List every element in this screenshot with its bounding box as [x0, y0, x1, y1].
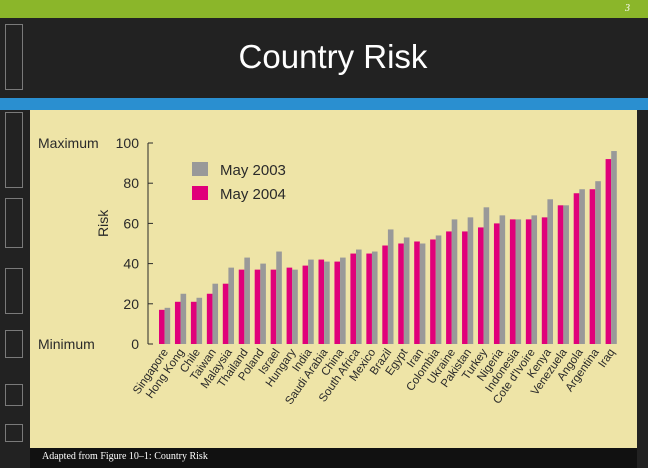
bar-may-2003: [499, 215, 506, 344]
bar-may-2003: [483, 207, 490, 344]
bar-may-2004: [446, 231, 452, 344]
bar-may-2004: [350, 253, 356, 344]
bar-may-2004: [366, 253, 372, 344]
bar-may-2003: [180, 293, 187, 344]
bar-may-2003: [356, 249, 362, 344]
decorative-frame: [5, 198, 23, 248]
bar-may-2003: [387, 229, 394, 344]
bar-may-2003: [340, 257, 346, 344]
decorative-frame: [5, 330, 23, 358]
bar-may-2003: [467, 217, 474, 344]
bar-may-2003: [371, 251, 378, 344]
bar-may-2004: [493, 223, 500, 344]
bar-may-2004: [557, 205, 564, 344]
bar-may-2004: [318, 259, 325, 344]
bar-may-2004: [302, 265, 309, 344]
bar-may-2004: [398, 243, 404, 344]
top-accent-strip: [0, 0, 648, 18]
bar-may-2003: [403, 237, 410, 344]
bar-may-2003: [595, 181, 601, 344]
axis-annotation: Maximum: [38, 135, 99, 151]
bar-may-2004: [430, 239, 436, 344]
bar-may-2004: [382, 245, 388, 344]
bar-may-2004: [605, 159, 612, 344]
bar-may-2004: [206, 293, 213, 344]
bar-may-2003: [212, 283, 219, 344]
bar-may-2003: [244, 257, 250, 344]
blue-accent-strip: [0, 98, 648, 110]
bar-may-2004: [254, 269, 261, 344]
y-tick-label: 40: [123, 256, 139, 272]
bar-may-2003: [324, 261, 330, 344]
y-tick-label: 20: [123, 296, 139, 312]
bar-may-2003: [547, 199, 553, 344]
bar-may-2004: [573, 193, 580, 344]
bar-may-2003: [531, 215, 538, 344]
bar-may-2003: [260, 263, 266, 344]
decorative-frame: [5, 268, 23, 314]
decorative-frame: [5, 384, 23, 406]
bar-may-2004: [478, 227, 484, 344]
bar-may-2004: [541, 217, 548, 344]
y-axis-label: Risk: [95, 209, 111, 237]
bar-may-2003: [579, 189, 585, 344]
bar-may-2004: [509, 219, 516, 344]
bar-may-2003: [196, 297, 203, 344]
bar-may-2004: [286, 267, 293, 344]
bar-may-2003: [515, 219, 522, 344]
category-label: Iraq: [596, 347, 617, 370]
bar-may-2003: [563, 205, 569, 344]
y-tick-label: 0: [131, 336, 139, 352]
bar-may-2004: [159, 309, 165, 344]
bar-may-2003: [419, 243, 426, 344]
bar-may-2004: [462, 231, 468, 344]
bar-may-2004: [238, 269, 245, 344]
slide-title: Country Risk: [238, 38, 428, 75]
bar-may-2004: [334, 261, 341, 344]
bar-may-2003: [611, 151, 617, 344]
bar-may-2004: [525, 219, 532, 344]
page-number: 3: [625, 3, 630, 14]
legend-label: May 2004: [220, 186, 286, 203]
decorative-frame: [5, 424, 23, 442]
bar-may-2003: [308, 259, 314, 344]
bar-may-2003: [228, 267, 234, 344]
bar-may-2004: [589, 189, 596, 344]
y-tick-label: 100: [116, 135, 140, 151]
bar-may-2004: [190, 301, 197, 344]
bar-may-2004: [414, 241, 420, 344]
decorative-frame: [5, 112, 23, 188]
bar-may-2003: [164, 307, 171, 344]
bar-may-2003: [276, 251, 282, 344]
figure-caption: Adapted from Figure 10–1: Country Risk: [42, 451, 208, 462]
bar-may-2003: [435, 235, 442, 344]
axis-annotation: Minimum: [38, 336, 95, 352]
bar-may-2004: [174, 301, 181, 344]
y-tick-label: 60: [123, 215, 139, 231]
bar-may-2004: [222, 283, 229, 344]
legend-swatch: [192, 186, 208, 200]
legend-label: May 2003: [220, 162, 286, 179]
legend-swatch: [192, 162, 208, 176]
bar-may-2003: [451, 219, 458, 344]
bar-may-2003: [292, 269, 298, 344]
y-tick-label: 80: [123, 175, 139, 191]
footer-bar: [30, 448, 637, 468]
decorative-frame: [5, 24, 23, 90]
bar-may-2004: [270, 269, 277, 344]
